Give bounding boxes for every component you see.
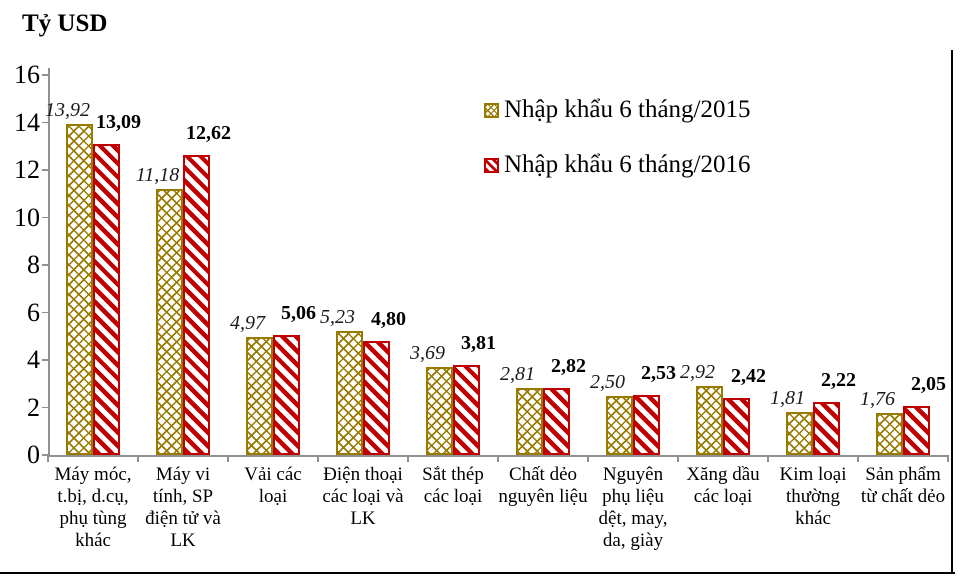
bar-2015-6 [516, 388, 543, 455]
y-axis-tick [42, 406, 48, 409]
bar-2016-3 [273, 334, 300, 455]
x-axis-category-label: Xăng dầu các loại [686, 464, 760, 507]
bar-2016-8 [723, 397, 750, 455]
y-axis-tick-label: 16 [14, 60, 40, 89]
x-axis-tick [317, 455, 319, 462]
legend-swatch-2015-crosshatch-icon [484, 102, 499, 118]
x-axis-tick [677, 455, 679, 462]
x-axis-tick [857, 455, 859, 462]
data-label-2015-8: 2,92 [680, 360, 715, 383]
y-axis-tick [42, 311, 48, 314]
bar-2016-9 [813, 402, 840, 455]
frame-border-right [951, 50, 953, 574]
x-axis-tick [227, 455, 229, 462]
bar-2015-1 [66, 124, 93, 455]
x-axis-category-label: Máy vi tính, SP điện tử và LK [145, 464, 221, 551]
y-axis-tick-label: 8 [27, 250, 40, 279]
bar-2016-2 [183, 155, 210, 455]
bar-2015-8 [696, 385, 723, 455]
legend-label-2016: Nhập khẩu 6 tháng/2016 [504, 151, 751, 178]
bar-2015-9 [786, 412, 813, 455]
x-axis-tick [47, 455, 49, 462]
x-axis-category-label: Nguyên phụ liệu dệt, may, da, giày [598, 464, 668, 551]
data-label-2016-5: 3,81 [461, 331, 496, 354]
x-axis-category-label: Vải các loại [244, 464, 302, 507]
data-label-2015-9: 1,81 [770, 387, 805, 409]
legend-label-2015: Nhập khẩu 6 tháng/2015 [504, 96, 751, 123]
y-axis-tick-label: 10 [14, 202, 40, 232]
frame-border-bottom [0, 572, 955, 574]
bar-2015-4 [336, 330, 363, 455]
y-axis-tick [42, 359, 48, 361]
y-axis-tick-label: 4 [27, 345, 40, 374]
chart-title: Tỷ USD [22, 10, 108, 37]
y-axis-tick-label: 6 [27, 297, 40, 327]
y-axis-tick [42, 121, 48, 124]
data-label-2016-3: 5,06 [281, 301, 316, 324]
legend-item-2016: Nhập khẩu 6 tháng/2016 [484, 150, 750, 180]
data-label-2016-9: 2,22 [821, 369, 856, 392]
y-axis-tick-label: 2 [27, 392, 40, 422]
bar-2015-7 [606, 395, 633, 455]
x-axis-category-label: Máy móc, t.bị, d.cụ, phụ tùng khác [54, 464, 132, 551]
x-axis-tick [947, 455, 949, 462]
bar-2015-3 [246, 336, 273, 455]
data-label-2015-6: 2,81 [500, 363, 535, 386]
data-label-2016-1: 13,09 [96, 111, 141, 134]
x-axis-category-label: Sắt thép các loại [422, 464, 484, 507]
bar-2016-4 [363, 341, 390, 455]
bar-2016-1 [93, 144, 120, 455]
y-axis-line [48, 68, 50, 455]
y-axis-tick [42, 169, 48, 171]
data-label-2016-8: 2,42 [731, 364, 766, 387]
data-label-2016-2: 12,62 [186, 122, 231, 145]
y-axis-tick-label: 14 [14, 107, 40, 137]
legend-swatch-2016-diagonal-icon [484, 157, 499, 173]
y-axis-tick [42, 216, 48, 219]
x-axis-tick [767, 455, 769, 462]
data-label-2015-3: 4,97 [230, 311, 265, 334]
data-label-2016-4: 4,80 [371, 308, 406, 330]
data-label-2016-7: 2,53 [641, 361, 676, 384]
data-label-2016-10: 2,05 [911, 373, 946, 396]
data-label-2016-6: 2,82 [551, 355, 586, 378]
x-axis-category-label: Sản phẩm từ chất dẻo [860, 464, 946, 507]
x-axis-category-label: Chất dẻo nguyên liệu [498, 464, 588, 507]
legend: Nhập khẩu 6 tháng/2015 Nhập khẩu 6 tháng… [484, 95, 750, 205]
data-label-2015-2: 11,18 [135, 164, 180, 187]
bar-2015-5 [426, 367, 453, 455]
y-axis-tick [42, 264, 48, 266]
x-axis-category-label: Điện thoại các loại và LK [322, 464, 404, 529]
data-label-2015-10: 1,76 [860, 388, 895, 411]
x-axis-tick [407, 455, 409, 462]
data-label-2015-7: 2,50 [590, 370, 625, 393]
y-axis-tick [42, 454, 48, 456]
bar-2016-5 [453, 364, 480, 455]
y-axis-tick [42, 74, 48, 76]
bar-2016-7 [633, 394, 660, 455]
x-axis-category-label: Kim loại thường khác [779, 464, 847, 529]
y-axis-tick-label: 0 [27, 440, 40, 469]
bar-2015-2 [156, 189, 183, 455]
data-label-2015-5: 3,69 [410, 342, 445, 365]
x-axis-tick [137, 455, 139, 462]
x-axis-tick [497, 455, 499, 462]
bar-2016-6 [543, 388, 570, 455]
data-label-2015-4: 5,23 [320, 305, 355, 328]
y-axis-tick-label: 12 [14, 155, 40, 184]
bar-2015-10 [876, 413, 903, 455]
legend-item-2015: Nhập khẩu 6 tháng/2015 [484, 95, 750, 125]
bar-2016-10 [903, 406, 930, 455]
x-axis-tick [587, 455, 589, 462]
data-label-2015-1: 13,92 [45, 99, 90, 122]
